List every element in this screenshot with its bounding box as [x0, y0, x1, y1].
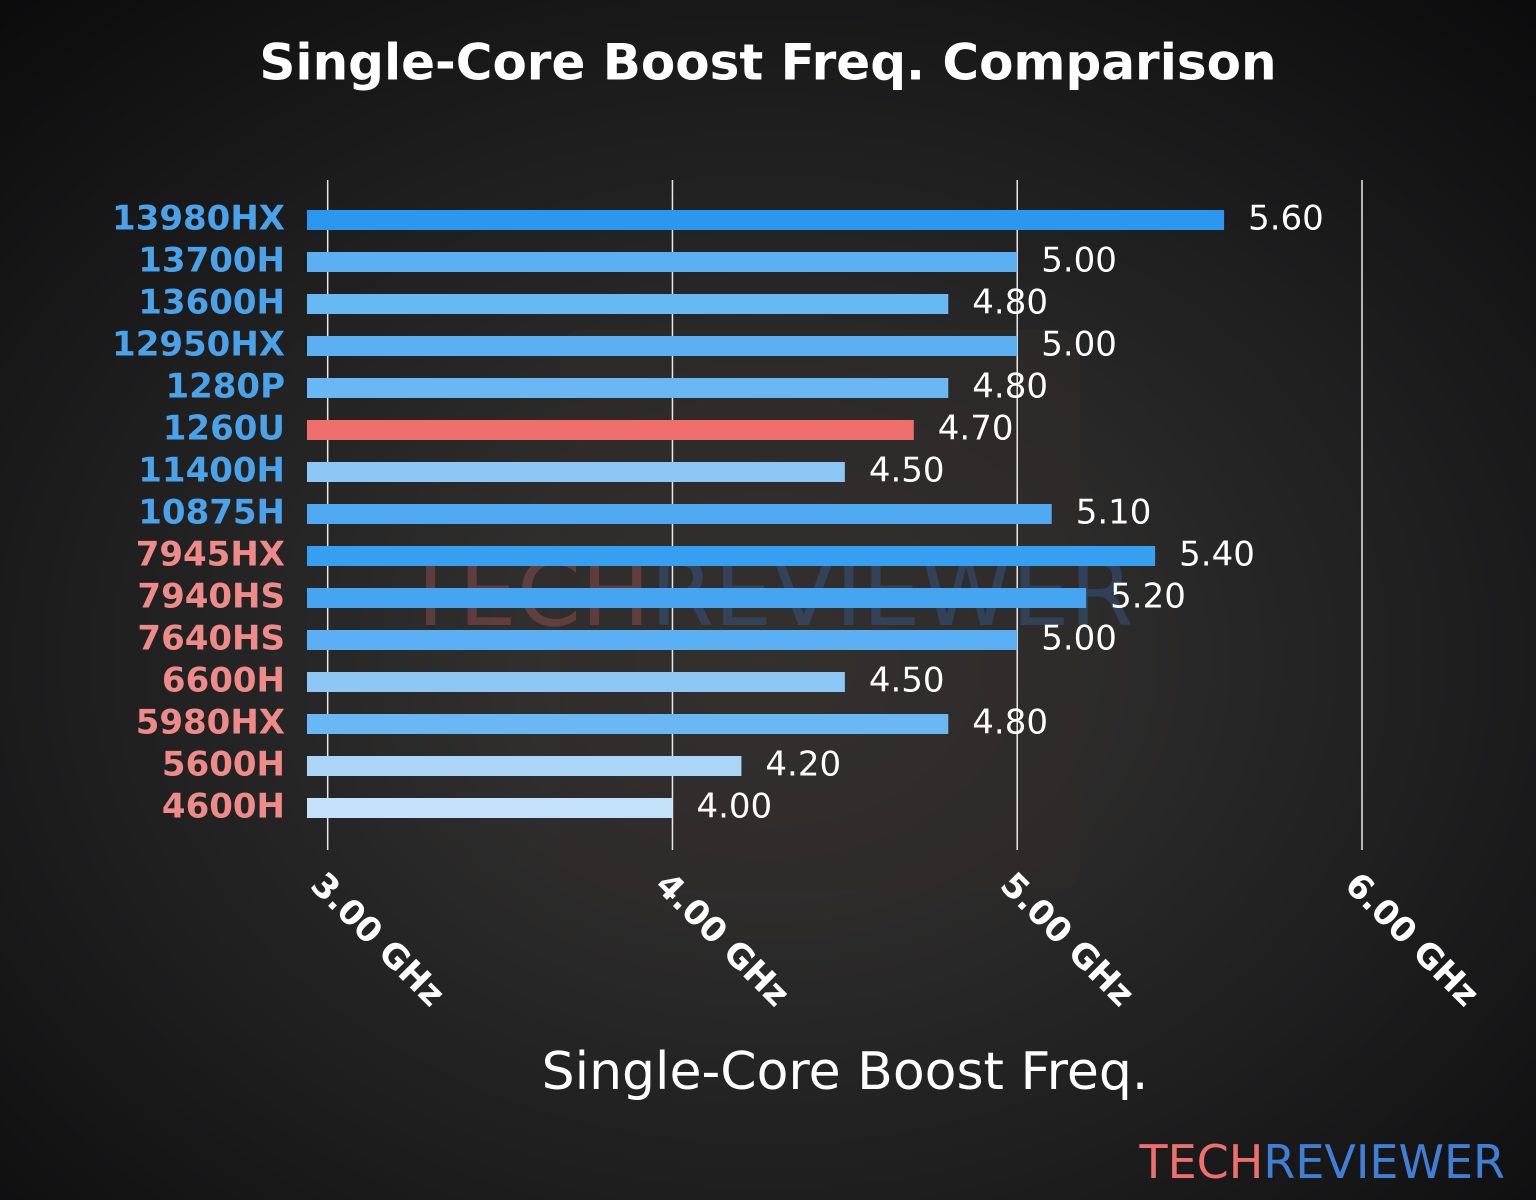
value-label: 5.00	[1041, 619, 1117, 659]
y-tick-label: 7945HX	[136, 535, 285, 575]
value-label: 5.10	[1076, 493, 1152, 533]
y-tick-label: 13600H	[138, 283, 285, 323]
y-tick-label: 12950HX	[112, 325, 285, 365]
bar	[307, 420, 914, 440]
value-label: 4.70	[938, 409, 1014, 449]
y-tick-label: 5600H	[162, 745, 285, 785]
value-label: 4.20	[765, 745, 841, 785]
bar	[307, 462, 845, 482]
bar	[307, 672, 845, 692]
value-label: 4.80	[972, 283, 1048, 323]
y-tick-label: 1260U	[163, 409, 285, 449]
bar	[307, 756, 742, 776]
y-tick-label: 7640HS	[137, 619, 285, 659]
y-tick-label: 13980HX	[112, 199, 285, 239]
y-tick-label: 1280P	[165, 367, 285, 407]
bar	[307, 210, 1225, 230]
value-label: 5.00	[1041, 325, 1117, 365]
bar	[307, 630, 1018, 650]
bar	[307, 588, 1087, 608]
y-tick-label: 4600H	[162, 787, 285, 827]
y-tick-label: 6600H	[162, 661, 285, 701]
value-label: 4.80	[972, 367, 1048, 407]
y-tick-label: 13700H	[138, 241, 285, 281]
value-label: 5.40	[1179, 535, 1255, 575]
bar	[307, 714, 949, 734]
value-label: 4.00	[696, 787, 772, 827]
value-label: 4.50	[869, 451, 945, 491]
brand-logo: TECHREVIEWER	[1138, 1135, 1505, 1189]
bar	[307, 252, 1018, 272]
bar	[307, 378, 949, 398]
value-label: 4.80	[972, 703, 1048, 743]
y-tick-label: 7940HS	[137, 577, 285, 617]
value-label: 5.60	[1248, 199, 1324, 239]
bar	[307, 798, 673, 818]
value-label: 4.50	[869, 661, 945, 701]
bar	[307, 546, 1156, 566]
chart-title: Single-Core Boost Freq. Comparison	[259, 34, 1276, 92]
x-axis-title: Single-Core Boost Freq.	[542, 1042, 1149, 1102]
y-tick-label: 11400H	[138, 451, 285, 491]
y-tick-label: 5980HX	[136, 703, 285, 743]
bar	[307, 504, 1052, 524]
bar	[307, 294, 949, 314]
y-tick-label: 10875H	[138, 493, 285, 533]
bar	[307, 336, 1018, 356]
value-label: 5.00	[1041, 241, 1117, 281]
value-label: 5.20	[1110, 577, 1186, 617]
